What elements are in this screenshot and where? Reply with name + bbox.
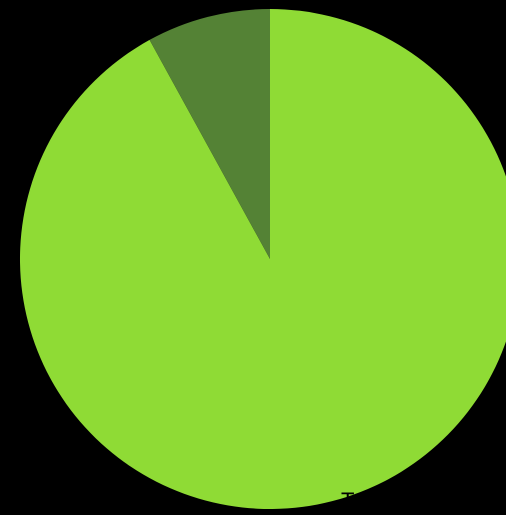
pie-slice-2 bbox=[149, 9, 270, 259]
slice-label-tom-smith: Tom Smith bbox=[341, 488, 445, 513]
pie-slice-1 bbox=[20, 9, 506, 509]
